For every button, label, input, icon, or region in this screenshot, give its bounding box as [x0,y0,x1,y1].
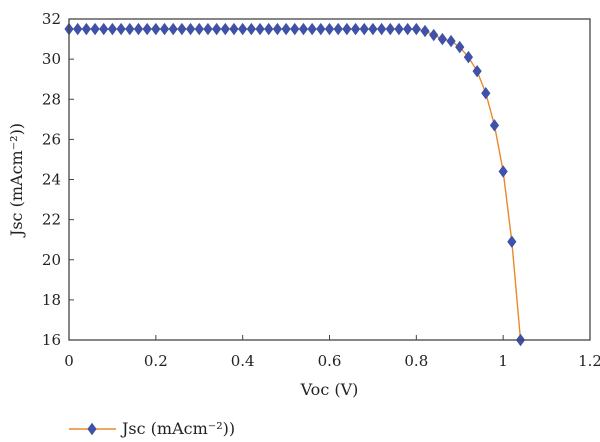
y-tick-label: 32 [42,10,61,28]
legend-label: Jsc (mAcm⁻²)) [120,419,235,438]
data-point [281,22,291,36]
data-point [463,50,474,64]
x-tick-label: 0.8 [404,352,428,370]
data-point [472,64,482,78]
data-point [350,22,361,36]
data-point [203,22,213,36]
x-axis-title: Voc (V) [300,380,359,399]
data-point [255,22,265,36]
y-tick-label: 26 [42,130,61,148]
legend: Jsc (mAcm⁻²)) [69,419,235,438]
data-point [403,22,413,36]
data-point [455,40,465,54]
data-point [498,165,508,178]
data-point [73,22,83,36]
data-point [481,87,491,100]
data-point [142,22,152,36]
y-tick-label: 20 [42,251,61,269]
data-point [185,22,196,36]
x-tick-label: 0.6 [318,352,342,370]
data-point [420,24,430,38]
data-point [377,22,387,36]
y-tick-label: 24 [42,171,61,189]
data-point [133,22,144,36]
data-point [446,34,456,48]
x-tick-label: 1.2 [578,352,600,370]
data-point [159,22,170,36]
plot-frame [68,18,591,341]
data-point [437,32,447,46]
data-point [99,22,109,36]
y-tick-label: 28 [42,90,61,108]
data-point [212,22,222,36]
data-point [359,22,369,36]
data-point [229,22,239,36]
x-tick-label: 0.2 [144,352,168,370]
data-point [125,22,135,36]
data-point [107,22,118,36]
x-tick-label: 0.4 [231,352,255,370]
data-point [489,119,500,132]
data-point [272,22,282,36]
data-point [290,22,300,36]
data-point [194,22,204,36]
series-layer [64,22,526,347]
data-point [507,235,517,248]
data-point [394,22,404,36]
data-point [316,22,326,36]
data-point [246,22,256,36]
y-tick-label: 18 [42,291,61,309]
y-tick-label: 30 [42,50,61,68]
data-point [324,22,335,36]
data-point [90,22,100,36]
data-point [411,22,421,36]
data-point [81,22,91,36]
data-point [429,28,439,42]
series-line [69,28,522,341]
data-point [342,22,352,36]
y-axis-title: Jsc (mAcm⁻²)) [7,123,26,238]
data-point [168,22,178,36]
data-point [238,22,248,36]
data-point [220,22,230,36]
data-point [385,22,395,36]
data-point [307,22,317,36]
data-point [368,22,378,36]
data-point [151,22,161,36]
data-point [264,22,274,36]
data-point [298,22,309,36]
data-point [333,22,343,36]
y-tick-label: 16 [42,331,61,349]
x-tick-label: 0 [64,352,74,370]
axis-ticks: 0 0.2 0.4 0.6 0.8 1 1.2 16 18 20 22 24 26 28 30 32 [42,10,600,370]
y-tick-label: 22 [42,211,61,229]
data-point [116,22,126,36]
legend-marker [87,422,97,436]
x-tick-label: 1 [498,352,508,370]
data-point [177,22,187,36]
